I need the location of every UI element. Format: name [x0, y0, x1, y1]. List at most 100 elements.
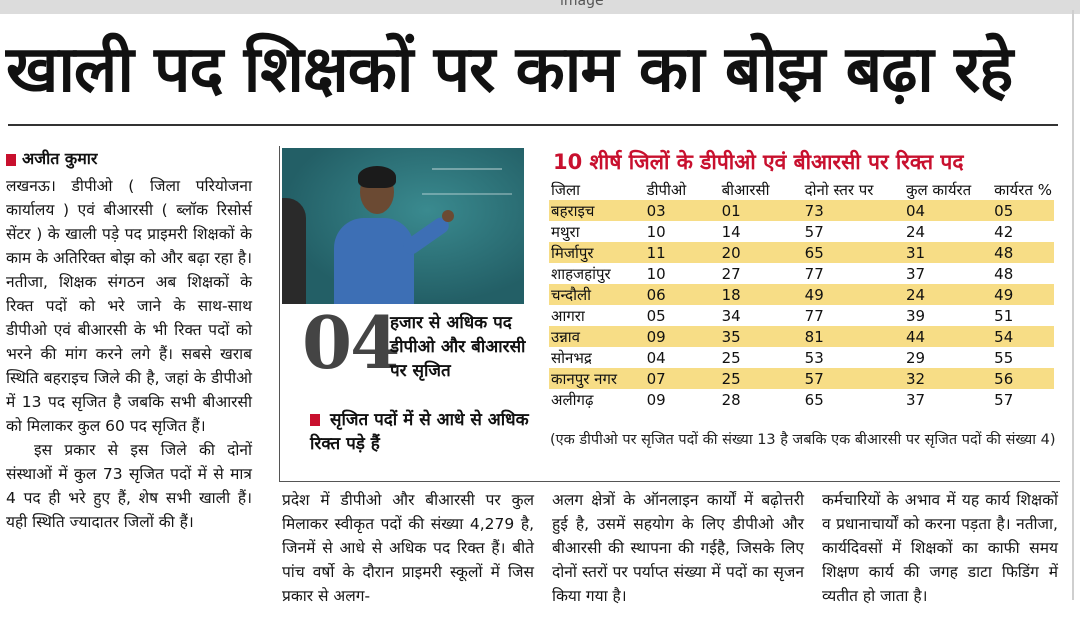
table-row: बहराइच 03 01 73 04 05 — [549, 200, 1054, 221]
table-cell: बहराइच — [549, 200, 645, 221]
table-row: अलीगढ़ 09 28 65 37 57 — [549, 389, 1054, 410]
table-header-cell: जिला — [551, 180, 581, 199]
table-cell: 10 — [646, 222, 666, 241]
table-cell: 53 — [804, 348, 824, 367]
table-row: शाहजहांपुर 10 27 77 37 48 — [549, 263, 1054, 284]
highlight-text: हजार से अधिक पद डीपीओ और बीआरसी पर सृजित — [390, 313, 526, 381]
table-cell: 24 — [905, 222, 926, 241]
table-cell: 48 — [992, 242, 1054, 263]
table-cell: 06 — [644, 284, 720, 305]
table-cell: 18 — [719, 284, 803, 305]
table-cell: 81 — [802, 326, 904, 347]
table-header-cell: बीआरसी — [721, 180, 770, 199]
scroll-edge — [1072, 10, 1074, 600]
table-cell: 31 — [903, 242, 993, 263]
table-header-cell: कुल कार्यरत — [905, 180, 972, 199]
article-column-1: लखनऊ। डीपीओ ( जिला परियोजना कार्यालय ) ए… — [6, 174, 252, 534]
table-note: (एक डीपीओ पर सृजित पदों की संख्या 13 है … — [550, 432, 1056, 448]
article-column-2: प्रदेश में डीपीओ और बीआरसी पर कुल मिलाकर… — [282, 491, 534, 605]
table-row: सोनभद्र 04 25 53 29 55 — [549, 347, 1054, 368]
table-cell: 51 — [994, 306, 1014, 325]
table-cell: 01 — [719, 200, 803, 221]
table-cell: 42 — [994, 222, 1014, 241]
student-silhouette — [282, 198, 306, 304]
byline-name: अजीत कुमार — [22, 149, 98, 168]
table-cell: 54 — [992, 326, 1054, 347]
top-bar-text: image — [560, 0, 604, 9]
teacher-hand — [442, 210, 454, 222]
table-row: चन्दौली 06 18 49 24 49 — [549, 284, 1054, 305]
table-cell: मिर्जापुर — [549, 242, 645, 263]
table-cell: 73 — [802, 200, 904, 221]
table-cell: 04 — [903, 200, 993, 221]
table-cell: 25 — [721, 348, 741, 367]
table-row: मिर्जापुर 11 20 65 31 48 — [549, 242, 1054, 263]
table-cell: 57 — [802, 368, 904, 389]
article-para-2: इस प्रकार से इस जिले की दोनों संस्थाओं म… — [6, 441, 252, 531]
table-cell: 56 — [992, 368, 1054, 389]
table-row: उन्नाव 09 35 81 44 54 — [549, 326, 1054, 347]
table-cell: 11 — [644, 242, 720, 263]
red-square-icon — [6, 153, 16, 166]
table-row: आगरा 05 34 77 39 51 — [549, 305, 1054, 326]
table-cell: 03 — [644, 200, 720, 221]
vacancy-table: जिला डीपीओ बीआरसी दोनो स्तर पर कुल कार्य… — [549, 179, 1054, 410]
table-cell: 27 — [721, 264, 741, 283]
table-cell: 10 — [646, 264, 666, 283]
table-cell: 05 — [992, 200, 1054, 221]
table-cell: कानपुर नगर — [549, 368, 645, 389]
table-cell: 77 — [804, 306, 824, 325]
table-cell: 57 — [804, 222, 824, 241]
table-cell: 57 — [994, 390, 1014, 409]
table-header-row: जिला डीपीओ बीआरसी दोनो स्तर पर कुल कार्य… — [549, 179, 1054, 200]
table-header-cell: डीपीओ — [646, 180, 687, 199]
top-bar: image — [0, 0, 1080, 14]
table-cell: 05 — [646, 306, 666, 325]
table-cell: 55 — [994, 348, 1014, 367]
box-divider-horizontal — [279, 481, 1060, 482]
table-cell: 29 — [905, 348, 926, 367]
table-cell: अलीगढ़ — [551, 390, 594, 409]
table-cell: 49 — [992, 284, 1054, 305]
article-para-1: लखनऊ। डीपीओ ( जिला परियोजना कार्यालय ) ए… — [6, 177, 252, 435]
table-cell: 48 — [994, 264, 1014, 283]
table-cell: 32 — [903, 368, 993, 389]
table-title: 10 शीर्ष जिलों के डीपीओ एवं बीआरसी पर रि… — [553, 150, 964, 174]
teacher-hair — [358, 166, 396, 188]
table-header-cell: कार्यरत % — [994, 180, 1052, 199]
table-cell: 34 — [721, 306, 741, 325]
article-column-4: कर्मचारियों के अभाव में यह कार्य शिक्षको… — [822, 491, 1058, 605]
table-cell: 65 — [804, 390, 824, 409]
table-cell: 09 — [644, 326, 720, 347]
table-row: कानपुर नगर 07 25 57 32 56 — [549, 368, 1054, 389]
highlight-bullet-text: सृजित पदों में से आधे से अधिक रिक्त पड़े… — [310, 410, 529, 454]
teacher-body — [334, 218, 414, 304]
table-cell: 28 — [721, 390, 741, 409]
table-cell: मथुरा — [551, 222, 580, 241]
teacher-photo — [282, 148, 524, 304]
table-cell: 44 — [903, 326, 993, 347]
table-header-cell: दोनो स्तर पर — [804, 180, 874, 199]
table-cell: आगरा — [551, 306, 585, 325]
chalk-mark — [432, 168, 502, 170]
table-cell: 77 — [804, 264, 824, 283]
highlight-number: 04 — [302, 300, 400, 385]
highlight-bullet: सृजित पदों में से आधे से अधिक रिक्त पड़े… — [310, 408, 535, 456]
byline: अजीत कुमार — [6, 147, 97, 169]
table-cell: 35 — [719, 326, 803, 347]
article-column-3: अलग क्षेत्रों के ऑनलाइन कार्यों में बढ़ो… — [552, 491, 804, 605]
chalk-mark — [422, 193, 512, 195]
table-cell: शाहजहांपुर — [551, 264, 611, 283]
table-cell: 49 — [802, 284, 904, 305]
table-cell: 07 — [644, 368, 720, 389]
table-cell: 25 — [719, 368, 803, 389]
box-divider-vertical — [279, 146, 280, 482]
headline-rule — [8, 124, 1058, 126]
table-cell: 39 — [905, 306, 926, 325]
table-cell: 65 — [802, 242, 904, 263]
table-cell: 20 — [719, 242, 803, 263]
table-row: मथुरा 10 14 57 24 42 — [549, 221, 1054, 242]
table-cell: उन्नाव — [549, 326, 645, 347]
headline: खाली पद शिक्षकों पर काम का बोझ बढ़ा रहे — [6, 33, 1013, 107]
red-square-icon — [310, 414, 320, 426]
